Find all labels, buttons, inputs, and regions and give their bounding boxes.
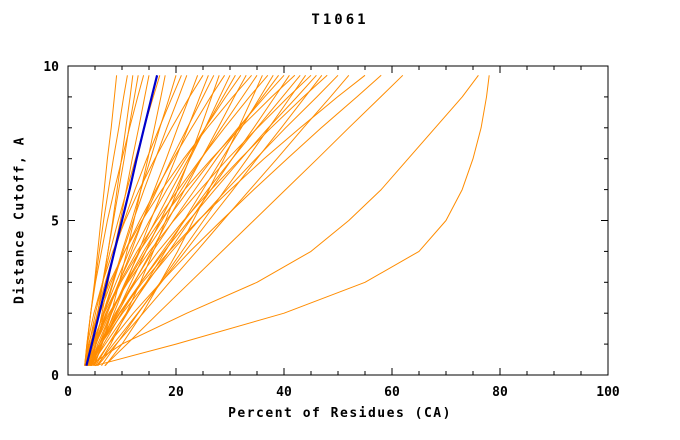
model-curve xyxy=(90,75,188,366)
model-curve xyxy=(84,75,204,366)
x-axis-label: Percent of Residues (CA) xyxy=(228,406,452,421)
x-tick-label: 0 xyxy=(64,385,72,400)
model-curve xyxy=(101,75,307,366)
model-curve xyxy=(85,74,269,366)
model-curve xyxy=(104,74,404,367)
model-curve xyxy=(87,74,317,366)
model-curve xyxy=(94,75,166,366)
model-curve xyxy=(104,75,263,367)
model-curve xyxy=(85,74,312,366)
model-curve xyxy=(89,74,296,366)
model-curve xyxy=(86,75,258,366)
y-axis-label: Distance Cutoff, A xyxy=(12,136,28,304)
model-curve xyxy=(96,74,323,367)
model-curve xyxy=(90,75,290,366)
x-tick-label: 60 xyxy=(384,385,400,400)
model-curve xyxy=(84,75,145,366)
model-curve xyxy=(93,74,382,366)
x-tick-label: 20 xyxy=(168,385,184,400)
model-curve xyxy=(94,75,490,367)
chart-title: T1061 xyxy=(311,12,369,28)
x-tick-label: 80 xyxy=(492,385,508,400)
model-curve xyxy=(91,74,366,366)
x-tick-label: 40 xyxy=(276,385,292,400)
model-curve xyxy=(89,75,479,367)
x-tick-label: 100 xyxy=(596,385,620,400)
model-curve xyxy=(84,74,252,366)
y-tick-label: 10 xyxy=(43,60,59,75)
y-tick-label: 0 xyxy=(51,369,59,384)
model-curve xyxy=(90,74,328,366)
model-curve xyxy=(91,75,236,366)
y-tick-label: 5 xyxy=(51,215,59,230)
model-curve xyxy=(90,74,285,366)
highlight-curve xyxy=(85,75,159,366)
model-curve xyxy=(90,75,242,366)
